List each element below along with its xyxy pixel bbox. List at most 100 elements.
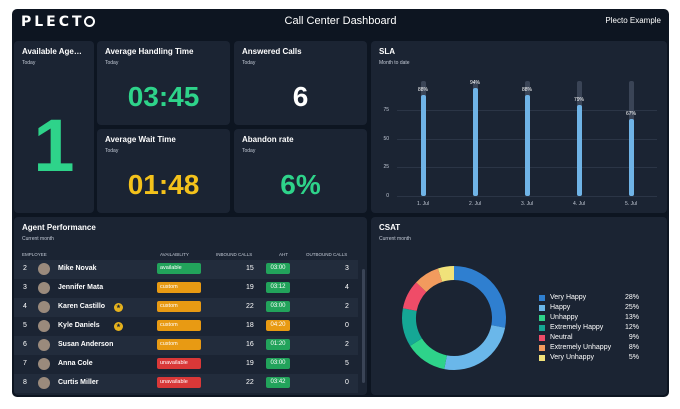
abandon-rate-card[interactable]: Abandon rate Today 6% (234, 129, 367, 213)
legend-item[interactable]: Happy 25% (539, 303, 639, 313)
legend-swatch (539, 345, 545, 351)
avatar (38, 320, 50, 332)
grid-line (397, 196, 657, 197)
card-title: Agent Performance (22, 223, 96, 232)
status-badge: custom (157, 320, 201, 331)
legend-percent: 28% (624, 294, 639, 301)
outbound-calls: 2 (345, 303, 349, 310)
status-badge: unavailable (157, 377, 201, 388)
card-title: Average Handling Time (105, 47, 194, 56)
legend-item[interactable]: Neutral 9% (539, 333, 639, 343)
outbound-calls: 3 (345, 265, 349, 272)
csat-slice[interactable] (437, 266, 454, 282)
rank: 7 (23, 360, 27, 367)
card-subtitle: Today (105, 148, 119, 154)
aht-badge: 03:42 (266, 377, 290, 388)
legend-percent: 8% (628, 344, 639, 351)
column-header-inbound-calls[interactable]: INBOUND CALLS (216, 252, 253, 257)
answered-calls-card[interactable]: Answered Calls Today 6 (234, 41, 367, 125)
outbound-calls: 4 (345, 284, 349, 291)
y-tick-label: 25 (383, 164, 389, 171)
agent-performance-card[interactable]: Agent Performance Current month EMPLOYEE… (14, 217, 367, 395)
column-header-outbound-calls[interactable]: OUTBOUND CALLS (306, 252, 348, 257)
legend-item[interactable]: Very Happy 28% (539, 293, 639, 303)
employee-name[interactable]: Curtis Miller (58, 379, 99, 386)
sla-bar[interactable] (628, 118, 634, 196)
legend-percent: 12% (624, 324, 639, 331)
card-title: Average Wait Time (105, 135, 176, 144)
legend-label: Happy (550, 304, 571, 311)
outbound-calls: 5 (345, 360, 349, 367)
card-title: Answered Calls (242, 47, 302, 56)
average-wait-time-card[interactable]: Average Wait Time Today 01:48 (97, 129, 230, 213)
column-header-aht[interactable]: AHT (279, 252, 288, 257)
table-row[interactable]: 4 Karen Castillo ★ custom 22 03:00 2 (14, 298, 358, 317)
inbound-calls: 22 (246, 379, 254, 386)
sla-bar-label: 94% (469, 79, 480, 86)
inbound-calls: 15 (246, 265, 254, 272)
legend-item[interactable]: Unhappy 13% (539, 313, 639, 323)
card-title: CSAT (379, 223, 401, 232)
avatar (38, 301, 50, 313)
sla-bar[interactable] (576, 105, 582, 196)
legend-percent: 13% (624, 314, 639, 321)
dashboard-screen: PLECT Call Center Dashboard Plecto Examp… (12, 9, 669, 397)
employee-name[interactable]: Kyle Daniels (58, 322, 100, 329)
table-scrollbar[interactable] (362, 269, 365, 383)
table-row[interactable]: 6 Susan Anderson custom 16 01:20 2 (14, 336, 358, 355)
legend-swatch (539, 325, 545, 331)
csat-slice[interactable] (416, 268, 443, 292)
legend-swatch (539, 305, 545, 311)
medal-icon: ★ (114, 322, 123, 331)
column-header-availability[interactable]: AVAILABILITY (160, 252, 189, 257)
avatar (38, 358, 50, 370)
legend-label: Unhappy (550, 314, 579, 321)
legend-item[interactable]: Extremely Happy 12% (539, 323, 639, 333)
sla-bar[interactable] (420, 94, 426, 196)
employee-name[interactable]: Mike Novak (58, 265, 97, 272)
available-agents-card[interactable]: Available Age… Today 1 (14, 41, 94, 213)
employee-name[interactable]: Susan Anderson (58, 341, 114, 348)
legend-label: Extremely Happy (550, 324, 604, 331)
sla-bar-label: 88% (521, 86, 532, 93)
card-subtitle: Today (242, 148, 256, 154)
employee-name[interactable]: Anna Cole (58, 360, 93, 367)
table-row[interactable]: 7 Anna Cole unavailable 19 03:00 5 (14, 355, 358, 374)
sla-bar[interactable] (472, 87, 478, 196)
avatar (38, 377, 50, 389)
table-row[interactable]: 3 Jennifer Mata custom 19 03:12 4 (14, 279, 358, 298)
table-row[interactable]: 8 Curtis Miller unavailable 22 03:42 0 (14, 374, 358, 393)
inbound-calls: 19 (246, 360, 254, 367)
card-subtitle: Today (105, 60, 119, 66)
legend-item[interactable]: Very Unhappy 5% (539, 353, 639, 363)
column-header-employee[interactable]: EMPLOYEE (22, 252, 47, 257)
rank: 5 (23, 322, 27, 329)
table-row[interactable]: 5 Kyle Daniels ★ custom 18 04:20 0 (14, 317, 358, 336)
inbound-calls: 18 (246, 322, 254, 329)
rank: 4 (23, 303, 27, 310)
account-name[interactable]: Plecto Example (605, 16, 661, 25)
legend-percent: 25% (624, 304, 639, 311)
legend-label: Extremely Unhappy (550, 344, 612, 351)
status-badge: custom (157, 301, 201, 312)
csat-slice[interactable] (454, 266, 506, 328)
csat-card[interactable]: CSAT Current month Very Happy 28% Happy 25%… (371, 217, 667, 395)
employee-name[interactable]: Jennifer Mata (58, 284, 104, 291)
csat-slice[interactable] (410, 338, 447, 370)
csat-slice[interactable] (444, 325, 506, 370)
table-row[interactable]: 2 Mike Novak available 15 03:00 3 (14, 260, 358, 279)
avatar (38, 339, 50, 351)
card-subtitle: Today (22, 60, 36, 66)
average-handling-time-card[interactable]: Average Handling Time Today 03:45 (97, 41, 230, 125)
sla-bar[interactable] (524, 94, 530, 196)
employee-name[interactable]: Karen Castillo (58, 303, 106, 310)
legend-item[interactable]: Extremely Unhappy 8% (539, 343, 639, 353)
sla-chart-card[interactable]: SLA Month to date 0 25 50 75 88% 1. Jul 94% 2. … (371, 41, 667, 213)
csat-slice[interactable] (402, 308, 422, 346)
legend-swatch (539, 355, 545, 361)
answered-calls-value: 6 (292, 81, 309, 112)
inbound-calls: 19 (246, 284, 254, 291)
y-tick-label: 75 (383, 106, 389, 113)
csat-slice[interactable] (402, 282, 427, 311)
outbound-calls: 2 (345, 341, 349, 348)
